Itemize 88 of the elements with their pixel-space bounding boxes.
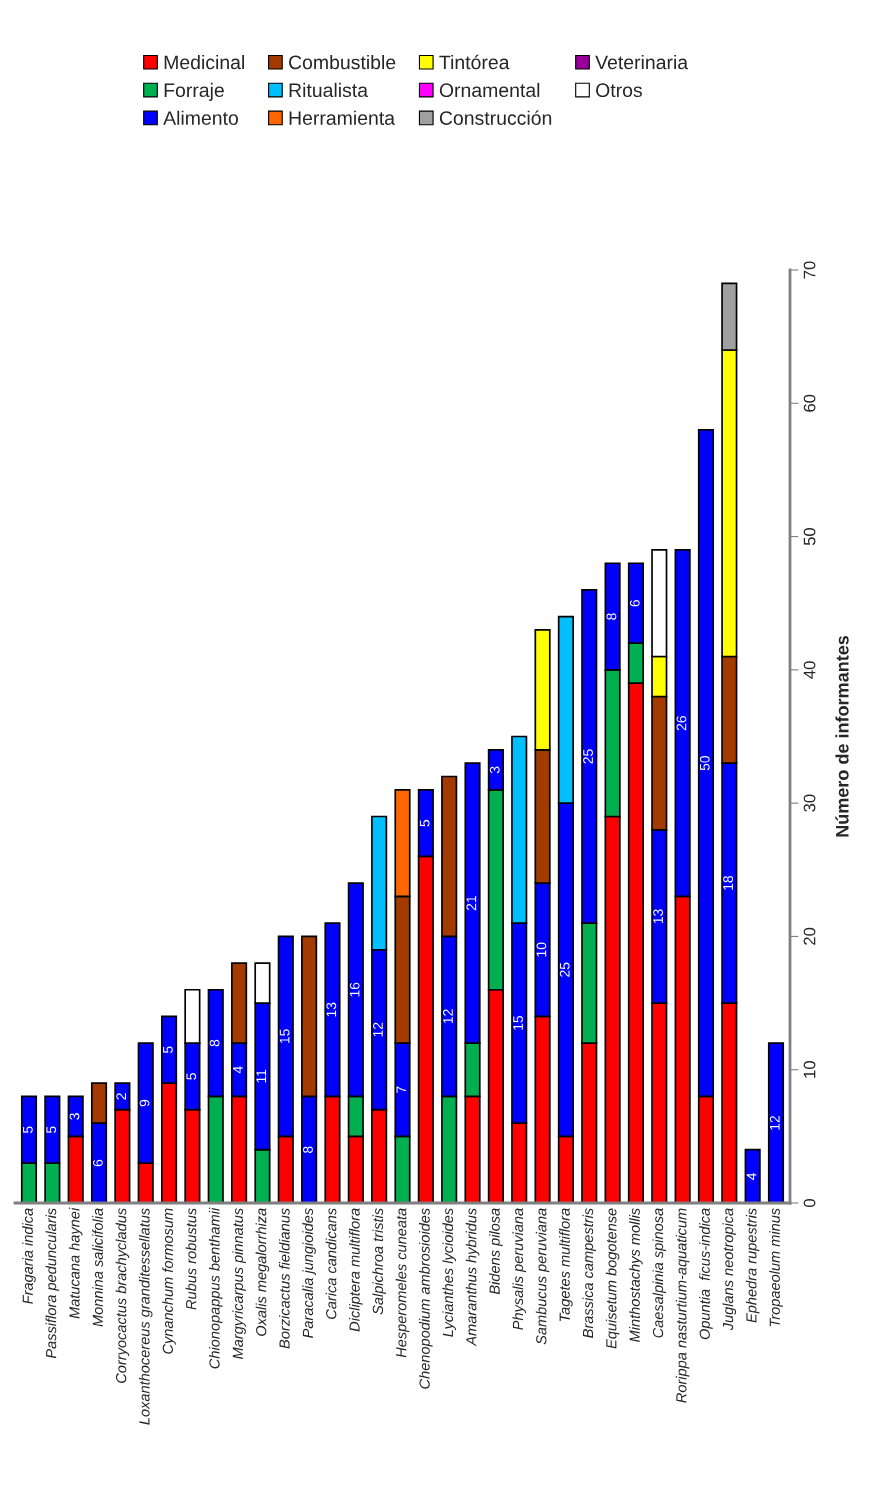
- legend-label: Otros: [596, 83, 642, 98]
- x-tick-label: Fragaria indica: [22, 1208, 36, 1304]
- data-label: 18: [723, 875, 734, 890]
- y-tick-label: 30: [803, 794, 816, 812]
- x-tick-label: Borzicactus fieldianus: [278, 1208, 290, 1349]
- legend-label: Tintórea: [439, 54, 510, 70]
- data-label: 11: [256, 1069, 267, 1083]
- legend-label: Ritualista: [289, 82, 369, 98]
- legend-label: Forraje: [164, 82, 224, 101]
- legend-label: Construcción: [439, 110, 552, 125]
- data-label: 6: [629, 599, 640, 607]
- data-label: 6: [92, 1159, 103, 1167]
- data-label: 5: [419, 819, 430, 827]
- data-label: 13: [326, 1002, 337, 1017]
- x-tick-label: Tropaeolum minus: [769, 1208, 783, 1327]
- x-tick-label: Cynanchum formosum: [162, 1208, 176, 1354]
- x-tick-label: Tagetes multiflora: [559, 1208, 573, 1322]
- y-axis-title: Número de informantes: [835, 635, 849, 837]
- y-tick-label: 70: [803, 261, 816, 279]
- x-tick-label: Brassica campestris: [582, 1208, 597, 1338]
- x-tick-label: Chenopodium ambrosioides: [419, 1208, 433, 1389]
- data-label: 4: [746, 1172, 757, 1180]
- data-label: 26: [676, 716, 687, 731]
- data-label: 4: [233, 1066, 243, 1074]
- data-label: 12: [373, 1022, 383, 1037]
- x-tick-label: Rubus robustus: [185, 1208, 197, 1310]
- x-tick-label: Chionopappus benthamii: [208, 1207, 223, 1369]
- x-tick-label: Opuntia ficus-indica: [699, 1208, 713, 1340]
- bar: [744, 1148, 761, 1203]
- data-label: 8: [606, 613, 617, 620]
- data-label: 9: [139, 1099, 150, 1107]
- x-tick-label: Minthostachys mollis: [629, 1208, 643, 1342]
- data-label: 21: [466, 896, 477, 911]
- x-tick-label: Sambucus peruviana: [535, 1208, 550, 1345]
- legend-label: Herramienta: [289, 110, 396, 125]
- y-tick-label: 10: [803, 1061, 816, 1078]
- data-label: 2: [116, 1093, 126, 1100]
- data-label: 16: [349, 982, 360, 997]
- bar: [767, 1042, 785, 1203]
- x-tick-label: Salpichroa tristis: [372, 1208, 386, 1315]
- x-tick-label: Monnina salicifolia: [92, 1208, 103, 1327]
- x-tick-label: Caesalpinia spinosa: [652, 1208, 667, 1338]
- data-label: 13: [653, 909, 664, 924]
- y-tick-label: 0: [803, 1199, 816, 1207]
- x-tick-label: Bidens pilosa: [489, 1208, 503, 1295]
- x-tick-label: Physalis peruviana: [512, 1208, 527, 1330]
- x-tick-label: Hesperomeles cuneata: [395, 1208, 410, 1358]
- x-tick-label: Loxanthocereus granditessellatus: [138, 1208, 153, 1425]
- data-label: 3: [489, 766, 500, 774]
- data-label: 5: [186, 1073, 197, 1080]
- data-label: 15: [513, 1015, 523, 1030]
- x-tick-label: Amaranthus hybridus: [465, 1208, 480, 1347]
- x-tick-label: Paracalia jungioides: [302, 1208, 316, 1338]
- y-tick-label: 50: [803, 527, 816, 546]
- x-tick-label: Corryocactus brachycladus: [115, 1208, 130, 1383]
- data-label: 15: [279, 1029, 290, 1044]
- y-tick-label: 40: [803, 661, 816, 679]
- x-tick-label: Margyricarpus pinnatus: [232, 1208, 246, 1359]
- data-label: 8: [303, 1146, 313, 1153]
- x-tick-label: Dicliptera multiflora: [349, 1208, 363, 1332]
- x-tick-label: Passiflora peduncularis: [45, 1208, 60, 1359]
- data-label: 8: [209, 1039, 220, 1047]
- data-label: 3: [69, 1113, 80, 1120]
- data-label: 25: [583, 749, 593, 764]
- x-tick-label: Lycianthes lycioides: [442, 1208, 456, 1337]
- x-tick-label: Ephedra rupestris: [745, 1208, 760, 1323]
- data-label: 7: [396, 1086, 407, 1093]
- x-tick-label: Rorippa nasturtium-aquaticum: [675, 1208, 690, 1403]
- data-label: 50: [699, 755, 710, 771]
- data-label: 5: [23, 1126, 33, 1133]
- data-label: 25: [559, 962, 570, 977]
- y-tick-label: 60: [803, 394, 816, 412]
- legend-label: Alimento: [163, 110, 238, 125]
- legend-label: Combustible: [289, 54, 396, 70]
- data-label: 12: [443, 1009, 453, 1024]
- data-label: 10: [536, 942, 547, 957]
- data-label: 12: [769, 1116, 780, 1130]
- legend-label: Veterinaria: [595, 54, 689, 70]
- x-tick-label: Carica candicans: [325, 1208, 337, 1319]
- data-label: 5: [163, 1046, 173, 1054]
- data-label: 5: [46, 1126, 57, 1133]
- x-tick-label: Equisetum bogotense: [605, 1208, 620, 1349]
- y-tick-label: 20: [803, 927, 816, 945]
- legend-label: Medicinal: [164, 54, 244, 70]
- x-tick-label: Oxalis megalorrhiza: [255, 1208, 270, 1336]
- legend-label: Ornamental: [439, 82, 540, 98]
- x-tick-label: Juglans neotropica: [722, 1208, 737, 1331]
- x-tick-label: Matucana haynei: [68, 1207, 83, 1319]
